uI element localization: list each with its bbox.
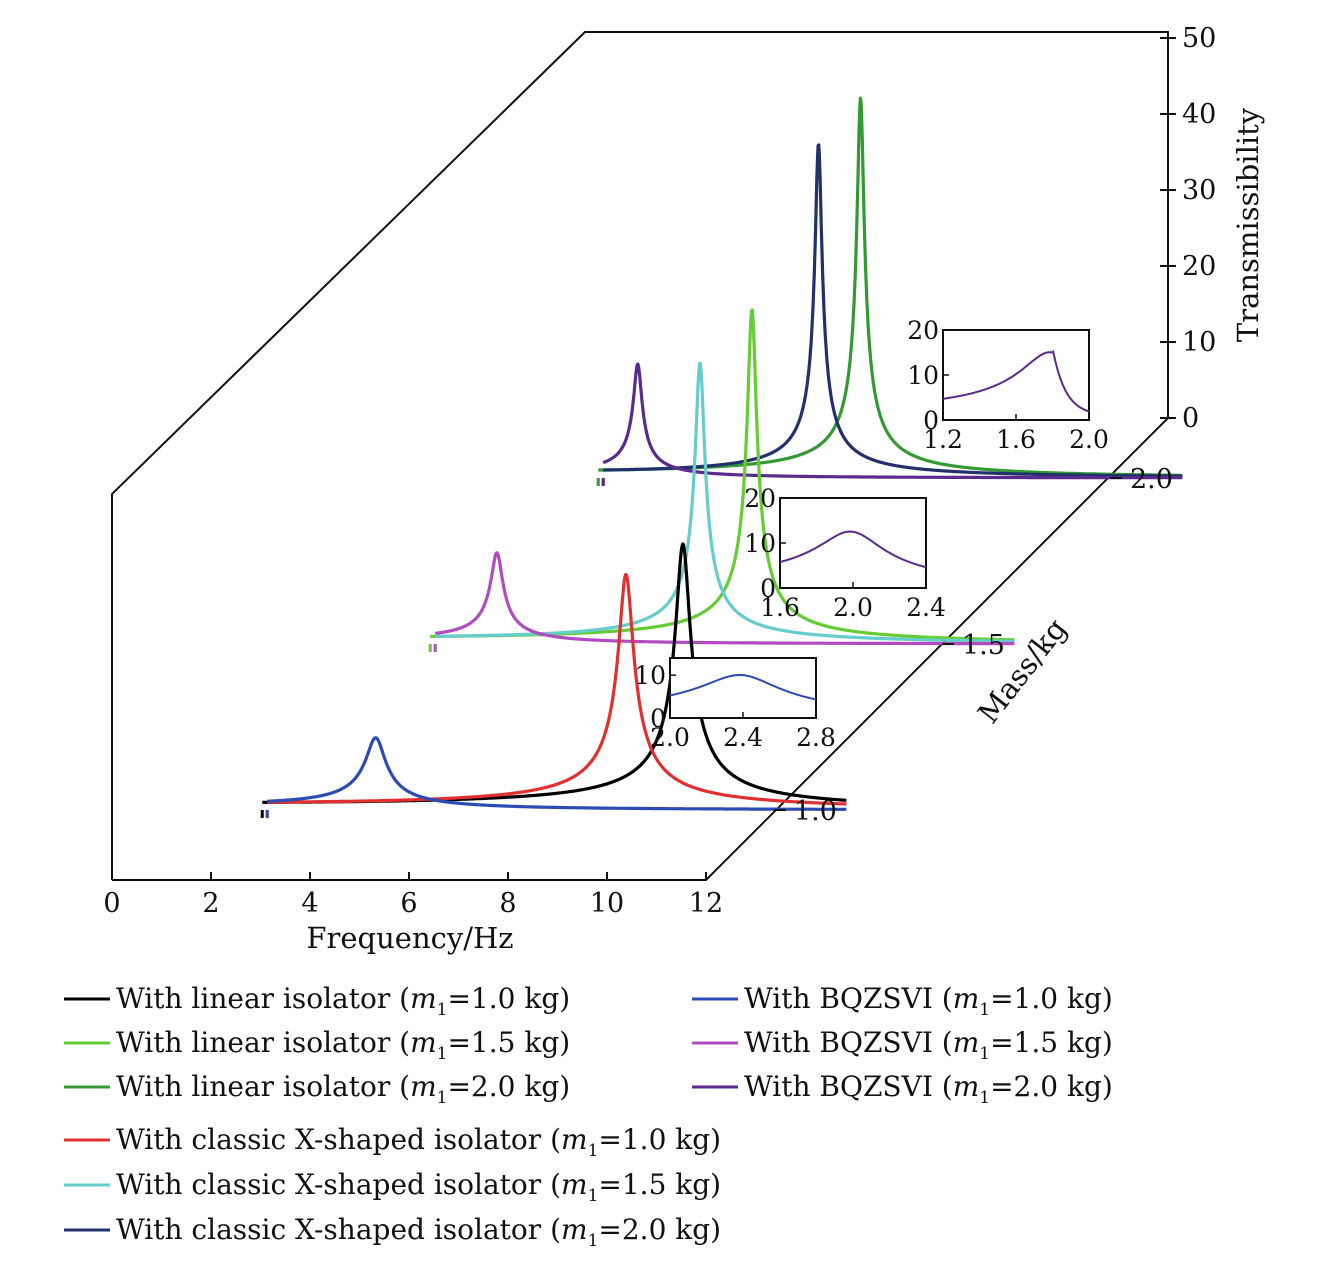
inset-mass-1.5: 1.6 2.0 2.4 0 10 20 — [744, 484, 946, 622]
inset-x-tick-label: 2.4 — [723, 723, 763, 752]
inset-x-tick-label: 2.0 — [650, 723, 690, 752]
series-line-with-bqzsvimass-1.0 — [266, 736, 848, 811]
z-tick-label: 40 — [1182, 99, 1216, 130]
legend-entry: With classic X-shaped isolator (m1=2.0 k… — [64, 1213, 721, 1251]
series-line-with-classic-x-shaped-isolatormass-1.5 — [434, 361, 1016, 643]
legend-label: With linear isolator (m1=2.0 kg) — [116, 1070, 570, 1108]
series-line-with-linear-isolatormass-2.0 — [597, 96, 1184, 477]
x-tick-label: 2 — [202, 888, 219, 919]
legend-entry: With BQZSVI (m1=2.0 kg) — [692, 1070, 1113, 1108]
series-line-with-classic-x-shaped-isolatormass-1.0 — [266, 572, 848, 806]
axes-frame — [111, 31, 1169, 881]
legend-entry: With linear isolator (m1=2.0 kg) — [64, 1070, 570, 1108]
series-curves — [260, 96, 1184, 818]
inset-mass-1.0: 2.0 2.4 2.8 0 10 — [634, 657, 836, 752]
legend-label: With classic X-shaped isolator (m1=1.5 k… — [116, 1168, 721, 1206]
x-tick-label: 6 — [400, 888, 417, 919]
x-tick-label: 12 — [689, 888, 723, 919]
legend-label: With BQZSVI (m1=2.0 kg) — [744, 1070, 1113, 1108]
inset-curve — [942, 349, 1090, 413]
legend-label: With classic X-shaped isolator (m1=1.0 k… — [116, 1123, 721, 1161]
inset-x-tick-label: 1.6 — [996, 425, 1036, 454]
z-tick-label: 10 — [1182, 327, 1216, 358]
z-tick-label: 30 — [1182, 175, 1216, 206]
inset-x-tick-label: 1.2 — [923, 425, 963, 454]
legend-label: With linear isolator (m1=1.5 kg) — [116, 1026, 570, 1064]
inset-y-tick-label: 10 — [907, 361, 939, 390]
inset-curve — [669, 674, 817, 701]
mass-tick-label: 2.0 — [1130, 464, 1173, 495]
x-tick-label: 8 — [499, 888, 516, 919]
x-tick-label: 10 — [590, 888, 624, 919]
legend-entry: With BQZSVI (m1=1.0 kg) — [692, 982, 1113, 1020]
inset-y-tick-label: 0 — [760, 574, 776, 603]
mass-tick-label: 1.0 — [794, 796, 837, 827]
legend-label: With classic X-shaped isolator (m1=2.0 k… — [116, 1213, 721, 1251]
series-line-with-classic-x-shaped-isolatormass-2.0 — [602, 143, 1184, 478]
mass-tick-label: 1.5 — [962, 630, 1005, 661]
legend-entry: With linear isolator (m1=1.0 kg) — [64, 982, 570, 1020]
legend: With linear isolator (m1=1.0 kg) With lin… — [64, 982, 1113, 1251]
inset-mass-2.0: 1.2 1.6 2.0 0 10 20 — [907, 316, 1109, 454]
inset-frame — [779, 497, 927, 589]
legend-entry: With classic X-shaped isolator (m1=1.5 k… — [64, 1168, 721, 1206]
legend-label: With BQZSVI (m1=1.0 kg) — [744, 982, 1113, 1020]
inset-x-tick-label: 1.6 — [760, 593, 800, 622]
inset-y-tick-label: 20 — [907, 316, 939, 345]
x-tick-label: 4 — [301, 888, 318, 919]
legend-entry: With linear isolator (m1=1.5 kg) — [64, 1026, 570, 1064]
x-tick-label: 0 — [103, 888, 120, 919]
inset-y-tick-label: 10 — [634, 661, 666, 690]
floor-edge — [112, 417, 1169, 881]
inset-curve — [779, 530, 927, 569]
inset-x-tick-label: 2.0 — [1069, 425, 1109, 454]
z-axis-title: Transmissibility — [1231, 107, 1265, 342]
z-tick-label: 50 — [1182, 23, 1216, 54]
z-tick-label: 0 — [1182, 403, 1199, 434]
z-tick-label: 20 — [1182, 251, 1216, 282]
series-line-with-bqzsvimass-2.0 — [602, 362, 1184, 480]
inset-y-tick-label: 0 — [923, 406, 939, 435]
inset-y-tick-label: 0 — [650, 704, 666, 733]
inset-y-tick-label: 10 — [744, 529, 776, 558]
legend-entry: With BQZSVI (m1=1.5 kg) — [692, 1026, 1113, 1064]
inset-x-tick-label: 2.8 — [796, 723, 836, 752]
inset-x-tick-label: 2.4 — [906, 593, 946, 622]
x-axis-title: Frequency/Hz — [306, 921, 513, 955]
inset-frame — [669, 657, 817, 719]
inset-x-tick-label: 2.0 — [833, 593, 873, 622]
series-line-with-bqzsvimass-1.5 — [434, 551, 1016, 646]
axis-ticks: 0 2 4 6 8 10 12 0 10 20 30 40 50 1.0 1.5 2.0 — [103, 23, 1216, 919]
inset-y-tick-label: 20 — [744, 484, 776, 513]
back-wall-edge — [111, 31, 1169, 880]
legend-label: With linear isolator (m1=1.0 kg) — [116, 982, 570, 1020]
legend-entry: With classic X-shaped isolator (m1=1.0 k… — [64, 1123, 721, 1161]
legend-label: With BQZSVI (m1=1.5 kg) — [744, 1026, 1113, 1064]
